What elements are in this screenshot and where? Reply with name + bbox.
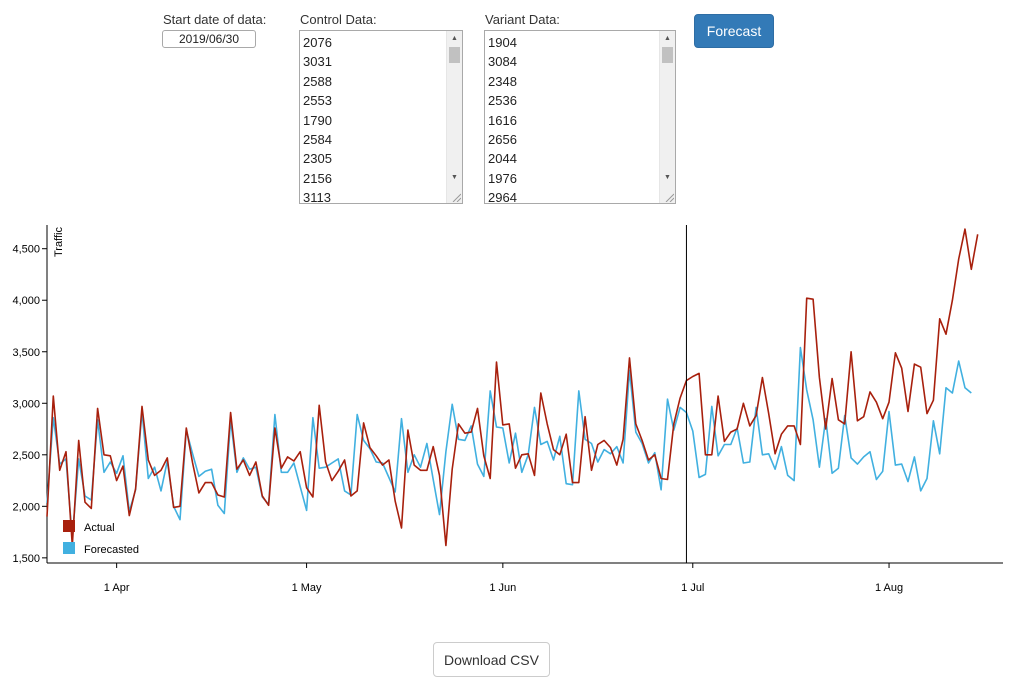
- triangle-down-icon[interactable]: ▼: [451, 174, 458, 181]
- legend: Actual Forecasted: [63, 520, 139, 556]
- scrollbar-thumb[interactable]: [449, 47, 460, 63]
- traffic-chart: 1,500 2,000 2,500 3,000 3,500 4,000 4,500 1 Ap…: [12, 225, 1003, 594]
- variant-data-textarea[interactable]: 1904 3084 2348 2536 1616 2656 2044 1976 2964 ▲ ▼: [484, 30, 676, 204]
- triangle-up-icon[interactable]: ▲: [451, 35, 458, 42]
- y-tick-label: 4,000: [12, 295, 40, 307]
- variant-scrollbar[interactable]: ▲ ▼: [659, 31, 675, 203]
- data-line: 2553: [303, 93, 332, 109]
- data-line: 2348: [488, 73, 517, 89]
- legend-swatch: [63, 520, 75, 532]
- data-line: 2044: [488, 151, 517, 167]
- triangle-down-icon[interactable]: ▼: [664, 174, 671, 181]
- y-tick-label: 2,000: [12, 501, 40, 513]
- data-line: 3031: [303, 54, 332, 70]
- control-data-textarea[interactable]: 2076 3031 2588 2553 1790 2584 2305 2156 3113 ▲ ▼: [299, 30, 463, 204]
- data-line: 2076: [303, 35, 332, 50]
- series-line-forecasted: [46, 346, 972, 540]
- series-layer: [46, 228, 979, 547]
- start-date-label: Start date of data:: [163, 12, 267, 27]
- x-tick-label: 1 Jun: [489, 582, 516, 594]
- y-axis-label: Traffic: [53, 227, 65, 257]
- series-line-actual: [46, 228, 979, 547]
- control-data-label: Control Data:: [300, 12, 377, 27]
- control-data-lines: 2076 3031 2588 2553 1790 2584 2305 2156 3113: [303, 33, 446, 204]
- data-line: 2305: [303, 151, 332, 167]
- x-tick-label: 1 Apr: [104, 582, 130, 594]
- data-line: 3113: [303, 190, 331, 204]
- x-tick-label: 1 Aug: [875, 582, 903, 594]
- legend-label: Forecasted: [84, 544, 139, 556]
- data-line: 1616: [488, 112, 517, 128]
- y-tick-label: 2,500: [12, 450, 40, 462]
- y-tick-label: 1,500: [12, 553, 40, 565]
- control-scrollbar[interactable]: ▲ ▼: [446, 31, 462, 203]
- x-tick-label: 1 May: [292, 582, 322, 594]
- data-line: 1904: [488, 35, 517, 50]
- y-axis: 1,500 2,000 2,500 3,000 3,500 4,000 4,500: [12, 225, 48, 565]
- data-line: 2584: [303, 132, 332, 148]
- variant-data-label: Variant Data:: [485, 12, 560, 27]
- legend-swatch: [63, 542, 75, 554]
- legend-label: Actual: [84, 522, 115, 534]
- resize-grip-icon[interactable]: [664, 192, 674, 202]
- data-line: 2964: [488, 190, 517, 204]
- y-tick-label: 3,000: [12, 398, 40, 410]
- data-line: 2656: [488, 132, 517, 148]
- variant-data-lines: 1904 3084 2348 2536 1616 2656 2044 1976 2964: [488, 33, 659, 204]
- data-line: 1976: [488, 170, 517, 186]
- data-line: 1790: [303, 112, 332, 128]
- x-axis: 1 Apr 1 May 1 Jun 1 Jul 1 Aug: [47, 562, 1003, 594]
- y-tick-label: 4,500: [12, 244, 40, 256]
- data-line: 3084: [488, 54, 517, 70]
- x-tick-label: 1 Jul: [681, 582, 704, 594]
- download-csv-button[interactable]: Download CSV: [433, 642, 550, 677]
- data-line: 2588: [303, 73, 332, 89]
- resize-grip-icon[interactable]: [451, 192, 461, 202]
- data-line: 2536: [488, 93, 517, 109]
- triangle-up-icon[interactable]: ▲: [664, 35, 671, 42]
- forecast-button[interactable]: Forecast: [694, 14, 774, 48]
- scrollbar-thumb[interactable]: [662, 47, 673, 63]
- data-line: 2156: [303, 170, 332, 186]
- start-date-input[interactable]: [162, 30, 256, 48]
- y-tick-label: 3,500: [12, 347, 40, 359]
